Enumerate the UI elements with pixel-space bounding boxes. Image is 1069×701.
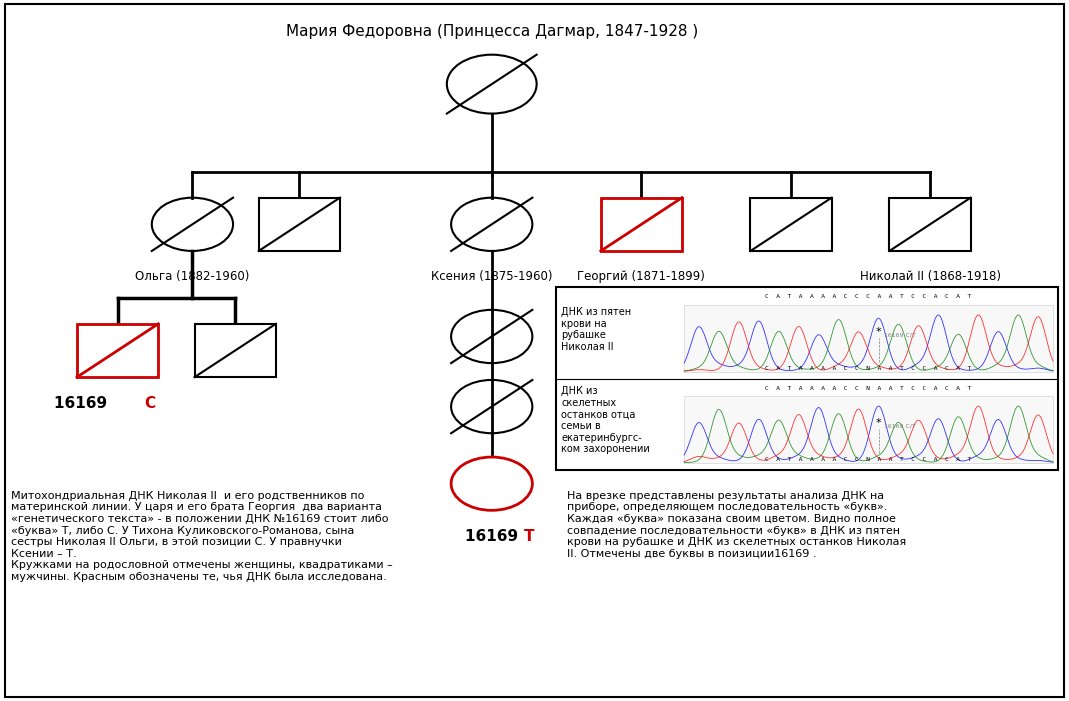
Text: Т: Т [524, 529, 534, 544]
Text: На врезке представлены результаты анализа ДНК на
приборе, определяющем последова: На врезке представлены результаты анализ… [567, 491, 905, 559]
Text: Митохондриальная ДНК Николая II  и его родственников по
материнской линии. У цар: Митохондриальная ДНК Николая II и его ро… [11, 491, 392, 582]
Text: С/Т: С/Т [641, 308, 668, 323]
Text: 16169 C/T: 16169 C/T [884, 423, 916, 428]
FancyBboxPatch shape [889, 198, 971, 251]
FancyBboxPatch shape [750, 198, 832, 251]
Text: C  A  T  A  A  A  A  C  C  C  A  A  T  C  C  A  C  A  T: C A T A A A A C C C A A T C C A C A T [765, 294, 972, 299]
Text: С/Т: С/Т [930, 308, 957, 323]
Text: C  A  T  A  A  A  A  C  C  N  A  A  T  C  C  A  C  A  T: C A T A A A A C C N A A T C C A C A T [765, 386, 972, 390]
Text: 16169: 16169 [583, 308, 641, 323]
Text: Ольга (1882-1960): Ольга (1882-1960) [136, 270, 249, 283]
Text: 16169: 16169 [465, 529, 524, 544]
FancyBboxPatch shape [684, 396, 1053, 463]
Text: Николай II (1868-1918): Николай II (1868-1918) [859, 270, 1001, 283]
Text: C  A  T  A  A  A  A  C  C  N  A  A  T  C  C  A  C  A  T: C A T A A A A C C N A A T C C A C A T [765, 457, 972, 462]
Text: Мария Федоровна (Принцесса Дагмар, 1847-1928 ): Мария Федоровна (Принцесса Дагмар, 1847-… [285, 24, 698, 39]
Text: ДНК из
скелетных
останков отца
семьи в
екатеринбургс-
ком захоронении: ДНК из скелетных останков отца семьи в е… [561, 386, 650, 454]
Text: Георгий (1871-1899): Георгий (1871-1899) [577, 270, 706, 283]
FancyBboxPatch shape [77, 324, 158, 377]
FancyBboxPatch shape [601, 198, 682, 251]
FancyBboxPatch shape [195, 324, 276, 377]
Text: 16169: 16169 [53, 395, 112, 411]
Text: *: * [876, 327, 881, 337]
Text: 16169 C/T: 16169 C/T [884, 332, 916, 337]
Text: 16169: 16169 [871, 308, 930, 323]
Text: ДНК из пятен
крови на
рубашке
Николая II: ДНК из пятен крови на рубашке Николая II [561, 307, 632, 352]
FancyBboxPatch shape [684, 305, 1053, 372]
FancyBboxPatch shape [556, 287, 1058, 470]
FancyBboxPatch shape [259, 198, 340, 251]
Text: C  A  T  A  A  A  A  C  C  N  A  A  T  C  C  A  C  A  T: C A T A A A A C C N A A T C C A C A T [765, 366, 972, 371]
Text: Ксения (1875-1960): Ксения (1875-1960) [431, 270, 553, 283]
Text: С: С [144, 395, 155, 411]
Text: *: * [876, 418, 881, 428]
